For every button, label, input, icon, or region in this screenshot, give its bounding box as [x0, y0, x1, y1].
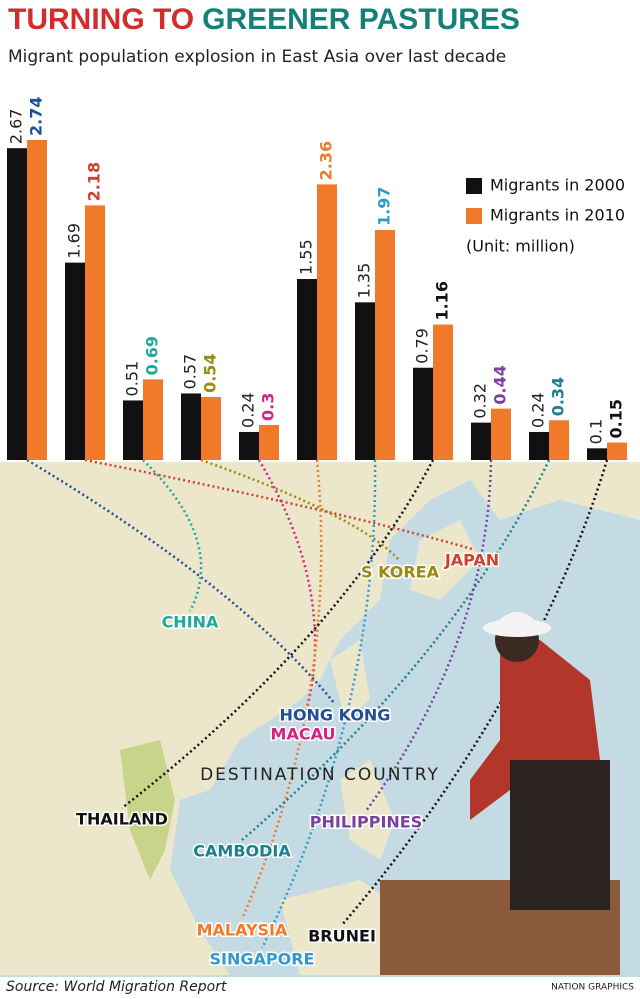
value-label: 2.36 — [317, 141, 336, 180]
bar — [201, 396, 221, 460]
value-label: 0.1 — [587, 419, 606, 444]
value-label: 0.69 — [143, 336, 162, 375]
bar — [27, 140, 47, 460]
legend-swatch — [466, 208, 482, 224]
category-label: THAILAND — [76, 810, 168, 829]
bar — [413, 367, 433, 460]
value-label: 2.67 — [7, 109, 26, 145]
subtitle: Migrant population explosion in East Asi… — [8, 47, 506, 67]
category-label: BRUNEI — [308, 927, 376, 946]
title-part: GREENER PASTURES — [202, 3, 520, 36]
map-title: DESTINATION COUNTRY — [200, 765, 440, 785]
category-label: MACAU — [271, 725, 336, 744]
category-label: SINGAPORE — [210, 950, 315, 969]
legend-label: Migrants in 2000 — [490, 176, 625, 195]
bar — [471, 422, 491, 460]
legend-box — [456, 168, 638, 262]
bar — [491, 408, 511, 460]
value-label: 0.24 — [239, 392, 258, 428]
map-thailand — [120, 740, 175, 880]
bar — [549, 420, 569, 460]
value-label: 0.15 — [607, 399, 626, 438]
bar — [317, 184, 337, 460]
value-label: 1.97 — [375, 186, 394, 225]
value-label: 0.44 — [491, 365, 510, 404]
value-label: 1.69 — [65, 223, 84, 259]
connector — [142, 459, 203, 612]
bar — [7, 148, 27, 461]
bar — [355, 302, 375, 460]
value-label: 0.79 — [413, 328, 432, 364]
connector — [241, 459, 551, 841]
value-label: 0.34 — [549, 377, 568, 416]
legend-swatch — [466, 178, 482, 194]
connector — [84, 458, 473, 551]
value-label: 2.18 — [85, 162, 104, 201]
value-label: 0.24 — [529, 392, 548, 428]
value-label: 0.54 — [201, 353, 220, 392]
bar — [259, 424, 279, 460]
credit: NATION GRAPHICS — [551, 983, 634, 993]
bar — [529, 431, 549, 460]
category-label: HONG KONG — [280, 706, 391, 725]
bar — [181, 393, 201, 460]
bar — [375, 229, 395, 460]
connector — [200, 458, 401, 562]
category-label: JAPAN — [444, 551, 499, 570]
value-label: 1.35 — [355, 263, 374, 299]
worker — [380, 612, 620, 975]
bar — [607, 442, 627, 460]
category-label: MALAYSIA — [197, 921, 288, 940]
category-label: S KOREA — [361, 563, 440, 582]
value-label: 0.57 — [181, 354, 200, 390]
value-label: 0.32 — [471, 383, 490, 419]
bar — [587, 448, 607, 460]
value-label: 2.74 — [27, 97, 46, 136]
value-label: 1.16 — [433, 281, 452, 320]
value-label: 1.55 — [297, 239, 316, 275]
map-land — [330, 640, 370, 720]
value-label: 0.3 — [259, 393, 278, 421]
unit-note: (Unit: million) — [466, 237, 575, 256]
bar — [85, 205, 105, 460]
category-label: PHILIPPINES — [310, 813, 422, 832]
bar — [297, 278, 317, 460]
bar — [143, 379, 163, 460]
source: Source: World Migration Report — [6, 979, 227, 995]
map-land — [410, 520, 480, 600]
connector — [121, 459, 435, 809]
chart-title: TURNING TO GREENER PASTURES — [8, 3, 520, 36]
category-label: CHINA — [162, 613, 219, 632]
title-part: TURNING TO — [8, 3, 194, 36]
bar — [65, 262, 85, 460]
bar — [239, 431, 259, 460]
legend-label: Migrants in 2010 — [490, 206, 625, 225]
bar — [123, 400, 143, 460]
category-label: CAMBODIA — [193, 842, 291, 861]
value-label: 0.51 — [123, 361, 142, 397]
bar — [433, 324, 453, 460]
